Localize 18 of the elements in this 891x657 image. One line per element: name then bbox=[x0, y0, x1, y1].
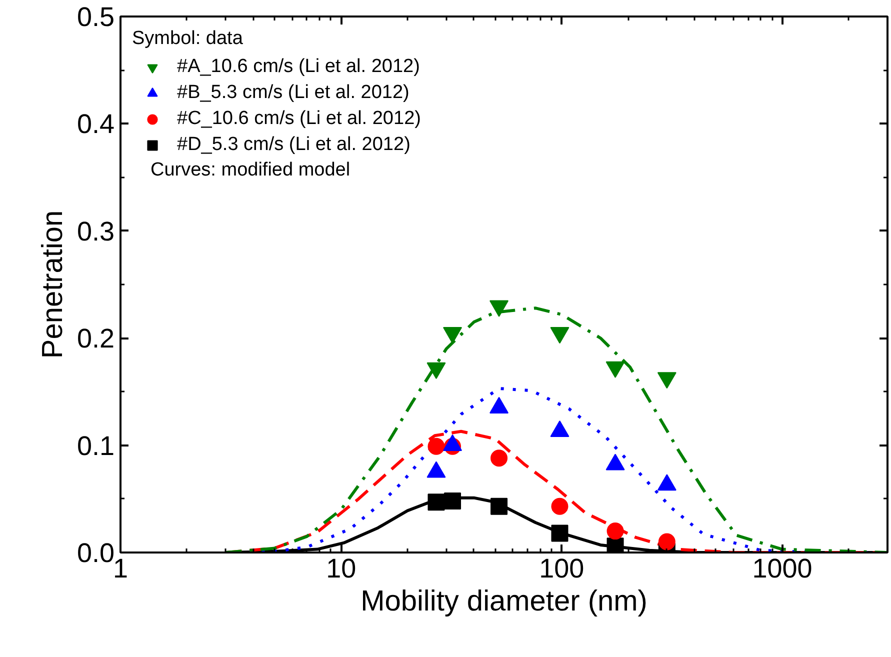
y-tick-label: 0.3 bbox=[76, 216, 115, 246]
y-tick-label: 0.1 bbox=[76, 430, 115, 461]
annotation: Curves: modified model bbox=[150, 160, 350, 180]
y-tick-label: 0.2 bbox=[76, 324, 115, 354]
x-tick-label: 1 bbox=[112, 554, 128, 584]
legend-label: #A_10.6 cm/s (Li et al. 2012) bbox=[177, 55, 420, 79]
y-tick-label: 0.5 bbox=[76, 2, 115, 32]
y-tick-label: 0.0 bbox=[76, 538, 115, 568]
legend-label: #C_10.6 cm/s (Li et al. 2012) bbox=[177, 107, 421, 131]
legend-label: #B_5.3 cm/s (Li et al. 2012) bbox=[177, 81, 410, 105]
y-axis-title: Penetration bbox=[36, 210, 69, 359]
x-tick-label: 1000 bbox=[752, 554, 812, 584]
x-axis-title: Mobility diameter (nm) bbox=[360, 586, 648, 618]
legend-title: Symbol: data bbox=[132, 28, 244, 50]
y-tick-label: 0.4 bbox=[76, 109, 115, 140]
x-tick-label: 100 bbox=[539, 554, 584, 584]
x-tick-label: 10 bbox=[326, 554, 356, 584]
legend-label: #D_5.3 cm/s (Li et al. 2012) bbox=[177, 133, 410, 157]
